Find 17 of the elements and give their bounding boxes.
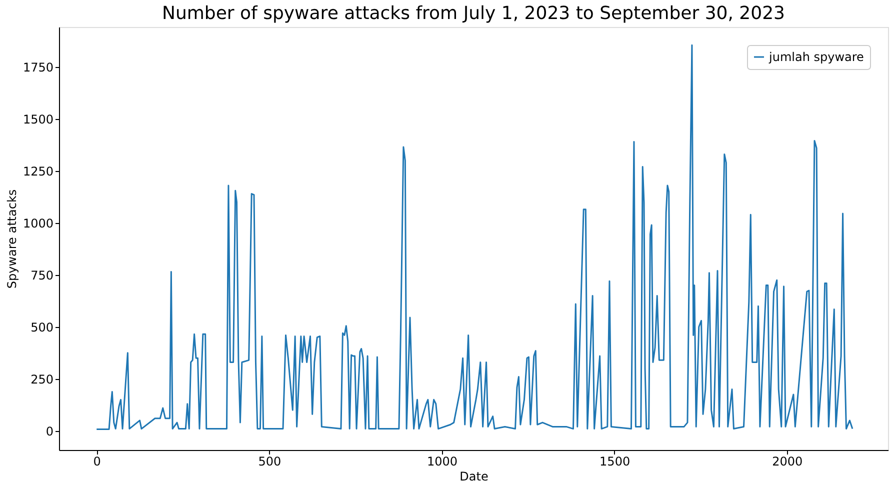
x-tick-label: 1500: [600, 454, 630, 468]
x-tick-label: 0: [93, 454, 101, 468]
x-tick-label: 500: [258, 454, 282, 468]
x-tick-label: 2000: [772, 454, 803, 468]
y-tick-label: 0: [46, 424, 54, 438]
y-tick-label: 750: [30, 268, 54, 282]
y-tick-label: 1250: [22, 164, 54, 178]
y-tick-label: 500: [30, 320, 54, 334]
legend-label: jumlah spyware: [768, 50, 864, 64]
y-axis-title: Spyware attacks: [4, 189, 19, 289]
x-axis-title: Date: [460, 470, 488, 484]
y-tick-label: 250: [30, 372, 54, 386]
x-tick-label: 1000: [426, 454, 458, 468]
y-tick-label: 1000: [22, 216, 54, 230]
chart-title: Number of spyware attacks from July 1, 2023 to September 30, 2023: [162, 3, 785, 24]
y-tick-label: 1500: [22, 112, 54, 126]
y-tick-label: 1750: [22, 60, 54, 74]
